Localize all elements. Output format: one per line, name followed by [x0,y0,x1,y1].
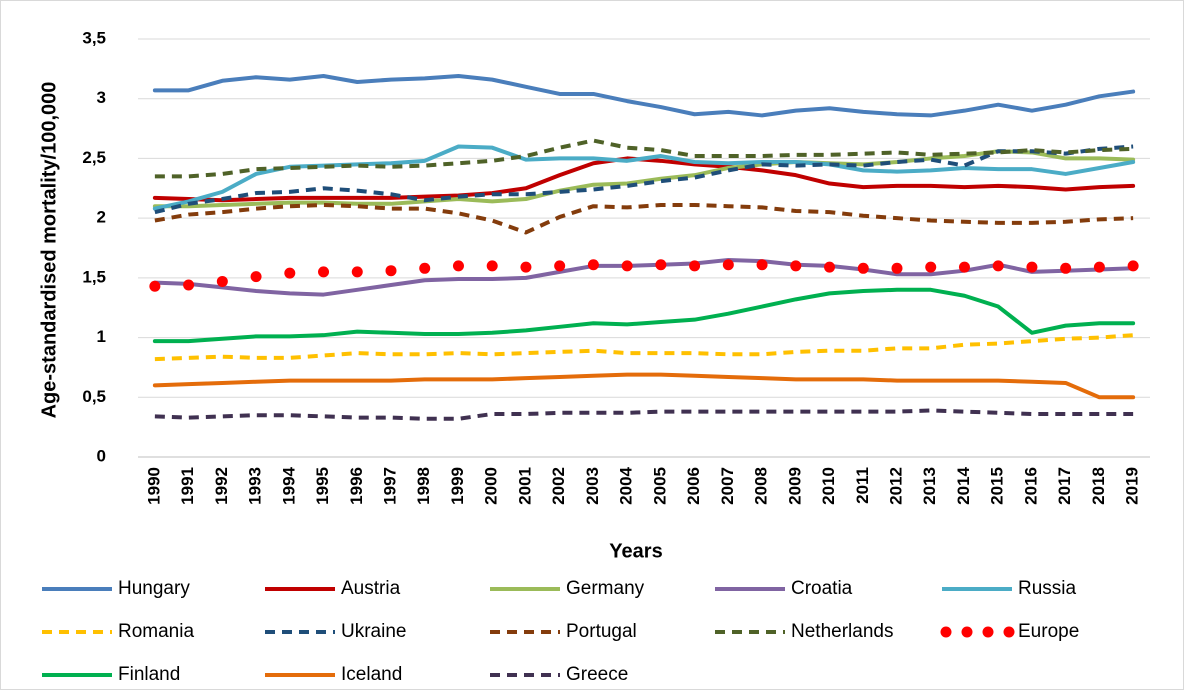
x-tick-label: 2008 [752,467,771,505]
x-tick-label: 2011 [853,467,872,504]
x-tick-label: 2012 [886,467,905,505]
legend-label: Russia [1018,578,1077,599]
data-point [689,260,701,272]
y-tick-label: 3 [97,88,106,107]
y-tick-label: 1 [97,327,106,346]
series-line [152,287,1136,344]
legend-marker [982,626,994,638]
legend-label: Germany [566,578,645,599]
series-line [152,372,1136,400]
data-point [250,271,262,283]
x-tick-label: 2007 [718,467,737,505]
legend-label: Netherlands [791,621,893,642]
x-tick-label: 2014 [954,466,973,504]
y-tick-label: 0,5 [82,387,106,406]
y-tick-label: 0 [97,446,106,465]
series-line [154,138,1134,179]
data-point [216,275,228,287]
legend-label: Europe [1018,621,1079,642]
x-tick-label: 1998 [414,467,433,505]
data-point [351,266,363,278]
x-tick-label: 2017 [1055,467,1074,505]
series-line [152,74,1136,118]
x-tick-label: 2000 [482,467,501,505]
legend-marker [961,626,973,638]
series-line [152,257,1136,297]
x-tick-label: 2010 [819,467,838,505]
legend-label: Hungary [118,578,190,599]
y-tick-label: 3,5 [82,28,106,47]
legend-marker [1003,626,1015,638]
data-point [520,261,532,273]
x-tick-label: 2019 [1123,467,1142,505]
data-point [1093,261,1105,273]
x-tick-label: 1997 [380,467,399,505]
data-point [284,267,296,279]
data-point [419,262,431,274]
x-tick-label: 2015 [988,467,1007,505]
x-tick-label: 2013 [920,467,939,505]
data-point [1060,262,1072,274]
x-tick-label: 2006 [684,467,703,505]
legend-label: Portugal [566,621,637,642]
data-point [722,259,734,271]
y-tick-label: 2 [97,208,106,227]
data-point [925,261,937,273]
x-tick-label: 1994 [279,466,298,504]
series-line [152,144,1136,211]
x-tick-label: 2005 [650,467,669,505]
data-point [992,260,1004,272]
x-tick-label: 1999 [448,467,467,505]
legend-label: Finland [118,664,180,685]
legend-label: Croatia [791,578,853,599]
x-tick-label: 1990 [144,467,163,505]
series-line [154,144,1134,215]
x-tick-label: 1992 [212,467,231,505]
series-line [154,333,1134,362]
data-point [790,260,802,272]
x-tick-label: 2018 [1089,467,1108,505]
legend-marker [940,626,952,638]
data-point [554,260,566,272]
data-point [891,262,903,274]
data-point [385,265,397,277]
x-tick-label: 1991 [178,467,197,505]
legend-label: Ukraine [341,621,406,642]
legend-label: Greece [566,664,628,685]
x-tick-label: 2016 [1021,467,1040,505]
y-axis-title: Age-standardised mortality/100,000 [38,82,60,419]
series-line [154,203,1134,235]
data-point [655,259,667,271]
data-point [824,261,836,273]
data-point [756,259,768,271]
data-point [149,280,161,292]
x-tick-label: 2001 [515,467,534,505]
x-tick-label: 1995 [313,467,332,505]
data-point [183,279,195,291]
x-tick-label: 2002 [549,467,568,505]
data-point [621,260,633,272]
legend-label: Romania [118,621,194,642]
x-tick-label: 1996 [347,467,366,505]
y-tick-label: 1,5 [82,267,106,286]
y-tick-label: 2,5 [82,148,106,167]
legend-label: Austria [341,578,401,599]
x-tick-label: 2003 [583,467,602,505]
data-point [857,262,869,274]
data-point [452,260,464,272]
x-tick-label: 2004 [617,466,636,504]
data-point [1026,261,1038,273]
data-point [486,260,498,272]
data-point [587,259,599,271]
data-point [958,261,970,273]
legend-label: Iceland [341,664,402,685]
x-axis-title: Years [609,540,662,562]
x-tick-label: 1993 [246,467,265,505]
data-point [318,266,330,278]
data-point [1127,260,1139,272]
x-tick-label: 2009 [785,467,804,505]
